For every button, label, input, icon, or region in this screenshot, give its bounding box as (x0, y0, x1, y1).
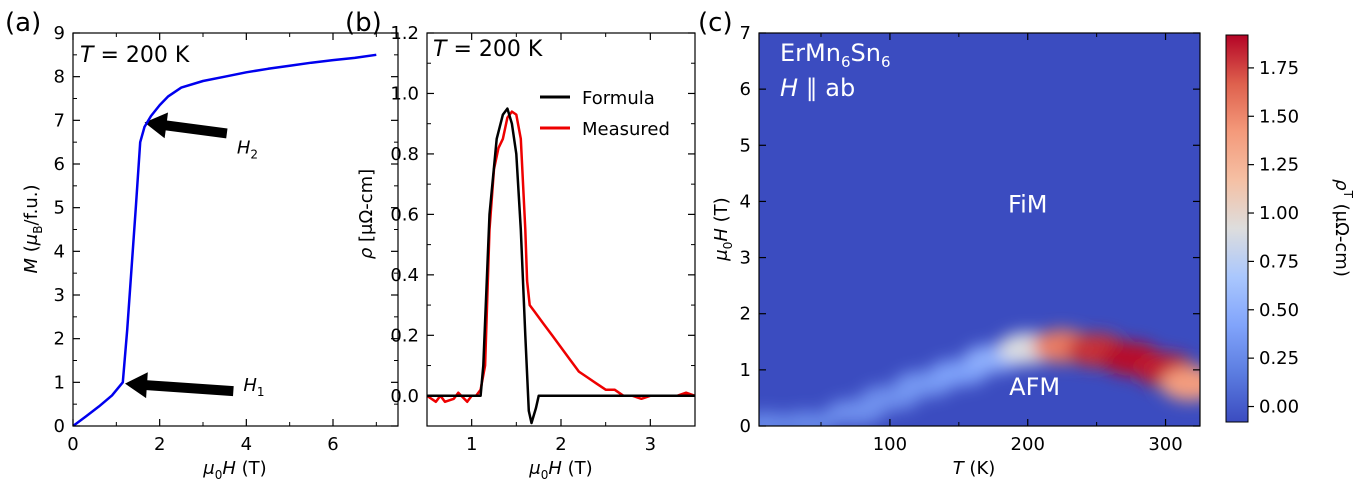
heatmap-ridge (759, 329, 1200, 426)
panel-b-ticks: 1 2 3 0.0 0.2 0.4 0.6 0.8 1.0 1.2 (390, 23, 696, 455)
colorbar-tick-label: 0.00 (1259, 397, 1299, 418)
panel-c-heatmap (759, 33, 1200, 426)
panel-a: (a) T = 200 K H2 H1 0 2 4 6 0 1 2 3 4 5 6 7 8 9 μ0H (T… (5, 8, 399, 482)
panel-c-ytick-label: 4 (740, 191, 751, 212)
panel-b-xtick-label: 2 (555, 434, 566, 455)
panel-c-ytick-label: 6 (740, 79, 751, 100)
region-label-fim: FiM (1008, 191, 1047, 219)
panel-a-ytick-label: 0 (54, 416, 65, 437)
panel-c-xtick-label: 300 (1148, 434, 1182, 455)
panel-b-frame (426, 32, 696, 427)
arrow-label-h1: H1 (243, 375, 264, 399)
panel-a-ticks: 0 2 4 6 0 1 2 3 4 5 6 7 8 9 (54, 23, 398, 455)
colorbar-tick-label: 1.00 (1259, 203, 1299, 224)
panel-a-xlabel: μ0H (T) (202, 458, 266, 482)
panel-c-ytick-label: 5 (740, 135, 751, 156)
panel-a-ytick-label: 2 (54, 329, 65, 350)
panel-b-xtick-label: 1 (466, 434, 477, 455)
arrow-label-h2: H2 (237, 137, 258, 161)
colorbar-tick-label: 0.75 (1259, 251, 1299, 272)
panel-c-title-line1: ErMn6Sn6 (780, 39, 891, 71)
panel-c-ytick-label: 0 (740, 416, 751, 437)
panel-a-xtick-label: 4 (241, 434, 252, 455)
colorbar-tick-label: 1.25 (1259, 155, 1299, 176)
colorbar-ticks: 0.00 0.25 0.50 0.75 1.00 1.25 1.50 1.75 (1248, 58, 1299, 418)
panel-c-ytick-label: 3 (740, 248, 751, 269)
panel-a-xtick-label: 2 (154, 434, 165, 455)
panel-a-arrows: H2 H1 (125, 112, 265, 399)
panel-c-ylabel: μ0H (T) (711, 197, 735, 261)
colorbar-tick-label: 1.50 (1259, 106, 1299, 127)
arrow-h2 (144, 112, 228, 139)
panel-c-label: (c) (698, 8, 733, 38)
panel-a-ytick-label: 8 (54, 67, 65, 88)
panel-b-ytick-label: 0.0 (390, 386, 419, 407)
panel-b-legend: Formula Measured (540, 88, 670, 140)
panel-a-ytick-label: 1 (54, 372, 65, 393)
panel-b-ytick-label: 1.0 (390, 83, 419, 104)
panel-a-ytick-label: 6 (54, 154, 65, 175)
panel-a-frame (72, 32, 399, 427)
panel-b: (b) T = 200 K 1 2 3 0.0 0.2 0.4 0.6 0.8 1.0 1.2 F… (345, 8, 696, 482)
panel-a-xtick-label: 0 (67, 434, 78, 455)
panel-b-ylabel: ρ [μΩ-cm] (356, 169, 377, 259)
colorbar-tick-label: 1.75 (1259, 58, 1299, 79)
panel-a-ytick-label: 3 (54, 285, 65, 306)
panel-b-plot-area (427, 107, 695, 425)
formula-line (427, 107, 695, 425)
panel-a-ylabel: M (μB/f.u.) (21, 185, 45, 274)
panel-c-ytick-label: 7 (740, 23, 751, 44)
panel-c-xtick-label: 100 (873, 434, 907, 455)
legend-label-formula: Formula (582, 88, 655, 109)
panel-a-label: (a) (5, 8, 41, 38)
panel-b-ytick-label: 0.2 (390, 325, 419, 346)
measured-line (427, 110, 695, 404)
colorbar-label: ρT (μΩ-cm) (1331, 179, 1355, 277)
panel-a-ytick-label: 4 (54, 241, 65, 262)
ridge-cell (1160, 366, 1200, 401)
panel-a-ytick-label: 5 (54, 198, 65, 219)
panel-b-ytick-label: 0.4 (390, 265, 419, 286)
panel-b-ytick-label: 1.2 (390, 23, 419, 44)
panel-b-annotation: T = 200 K (433, 37, 543, 62)
panel-a-annotation: T = 200 K (80, 43, 190, 68)
panel-c-ytick-label: 2 (740, 304, 751, 325)
panel-b-label: (b) (345, 8, 382, 38)
arrow-h1 (125, 372, 234, 399)
panel-c-xtick-label: 200 (1011, 434, 1045, 455)
colorbar-tick-label: 0.25 (1259, 348, 1299, 369)
region-label-afm: AFM (1009, 373, 1060, 401)
colorbar-gradient (1225, 34, 1249, 423)
panel-c: (c) 100 200 300 0 1 2 3 4 5 6 7 ErMn6Sn6 H ∥ ab Fi… (698, 8, 1355, 479)
panel-b-ytick-label: 0.8 (390, 144, 419, 165)
panel-c-ticks: 100 200 300 0 1 2 3 4 5 6 7 (740, 23, 1200, 455)
panel-a-xtick-label: 6 (327, 434, 338, 455)
magnetization-line (73, 53, 377, 426)
colorbar: 0.00 0.25 0.50 0.75 1.00 1.25 1.50 1.75 ρT (μΩ-… (1225, 34, 1355, 423)
panel-b-xtick-label: 3 (645, 434, 656, 455)
panel-a-plot-area (73, 53, 377, 426)
panel-c-frame (758, 32, 1201, 427)
panel-b-ytick-label: 0.6 (390, 204, 419, 225)
panel-a-ytick-label: 7 (54, 110, 65, 131)
legend-label-measured: Measured (582, 119, 670, 140)
panel-c-xlabel: T (K) (953, 458, 996, 479)
panel-a-ytick-label: 9 (54, 23, 65, 44)
panel-c-title-line2: H ∥ ab (780, 74, 855, 102)
panel-c-ytick-label: 1 (740, 360, 751, 381)
panel-b-xlabel: μ0H (T) (528, 458, 592, 482)
ridge-cell (777, 410, 838, 426)
colorbar-tick-label: 0.50 (1259, 300, 1299, 321)
panel-c-region-labels: FiM AFM (1008, 191, 1060, 401)
